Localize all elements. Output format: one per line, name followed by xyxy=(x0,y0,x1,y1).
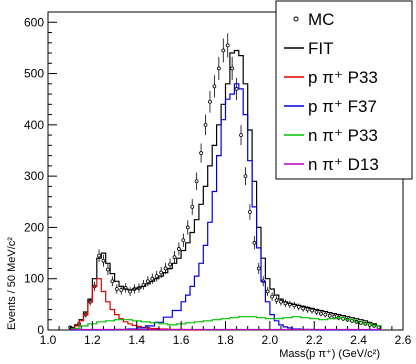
mc-point xyxy=(305,307,310,312)
mc-point xyxy=(301,306,306,311)
mc-point xyxy=(119,288,124,292)
legend-marker xyxy=(293,16,299,22)
mc-point xyxy=(185,225,190,230)
y-axis-label: Events / 50 MeV/c² xyxy=(6,237,18,330)
mc-point xyxy=(110,279,115,284)
mc-point xyxy=(177,247,181,251)
mc-point xyxy=(319,311,323,316)
mc-point xyxy=(212,84,217,89)
mc-point xyxy=(208,99,212,104)
y-tick-label: 500 xyxy=(24,67,44,81)
series-n-p33-line xyxy=(70,316,382,330)
mc-point xyxy=(274,298,279,303)
legend-label: n π⁺ D13 xyxy=(308,155,379,174)
mc-point xyxy=(154,274,159,279)
mc-point xyxy=(221,48,226,53)
legend-label: p π⁺ F37 xyxy=(308,97,377,116)
legend-label: MC xyxy=(308,10,334,29)
mc-point xyxy=(230,66,235,71)
mc-point xyxy=(203,122,208,127)
mc-point xyxy=(314,310,319,314)
mc-point xyxy=(279,299,283,304)
legend-label: p π⁺ P33 xyxy=(308,68,378,87)
mc-point xyxy=(199,151,203,155)
mc-point xyxy=(181,238,186,243)
mc-point xyxy=(327,313,332,318)
mc-point xyxy=(150,276,155,281)
mc-point xyxy=(332,314,337,319)
mc-point xyxy=(248,210,252,214)
mc-point xyxy=(159,270,164,275)
mc-point xyxy=(101,258,106,263)
x-tick-label: 2.2 xyxy=(306,333,323,347)
mc-point xyxy=(216,66,221,71)
x-tick-label: 1.0 xyxy=(40,333,57,347)
x-tick-label: 2.6 xyxy=(395,333,412,347)
mc-point xyxy=(168,262,172,267)
series-p-f37-line xyxy=(70,83,381,331)
x-tick-label: 1.4 xyxy=(128,333,145,347)
axis-layer: 1.0 1.2 1.4 1.6 1.8 2.0 2.2 2.4 2.6 0 100 200 300 400… xyxy=(24,15,412,347)
series-fit-line xyxy=(70,49,382,328)
legend-label: n π⁺ P33 xyxy=(308,126,378,145)
legend: MC FIT p π⁺ P33 p π⁺ F37 n π⁺ P33 n π⁺ D13 xyxy=(284,10,379,174)
mc-point xyxy=(239,133,243,137)
mc-point xyxy=(310,308,314,313)
x-tick-label: 1.2 xyxy=(84,333,101,347)
x-tick-label: 1.6 xyxy=(173,333,190,347)
mc-point xyxy=(225,43,230,48)
y-tick-label: 200 xyxy=(24,220,44,234)
mc-point xyxy=(145,279,150,284)
mc-point xyxy=(234,87,239,91)
mc-point xyxy=(97,253,101,258)
x-tick-label: 2.4 xyxy=(350,333,367,347)
mc-point xyxy=(323,312,328,317)
x-tick-label: 2.0 xyxy=(262,333,279,347)
mc-point xyxy=(243,174,248,179)
legend-box xyxy=(275,0,413,180)
legend-label: FIT xyxy=(308,39,334,58)
series-layer xyxy=(68,33,382,331)
mc-point xyxy=(106,267,110,272)
y-tick-label: 100 xyxy=(24,272,44,286)
y-tick-label: 400 xyxy=(24,118,44,132)
x-tick-label: 1.8 xyxy=(217,333,234,347)
y-tick-label: 600 xyxy=(24,15,44,29)
mc-point xyxy=(190,205,195,209)
y-tick-label: 300 xyxy=(24,169,44,183)
mc-point xyxy=(256,266,261,271)
x-axis-label: Mass(p π⁺) (GeV/c²) xyxy=(279,348,380,360)
mc-point xyxy=(194,179,199,184)
mc-point xyxy=(163,266,168,271)
y-tick-label: 0 xyxy=(37,323,44,337)
mc-point xyxy=(172,255,177,260)
mc-point xyxy=(114,287,119,291)
mc-point xyxy=(252,240,257,245)
mc-point xyxy=(265,289,270,294)
mc-point xyxy=(270,294,274,299)
